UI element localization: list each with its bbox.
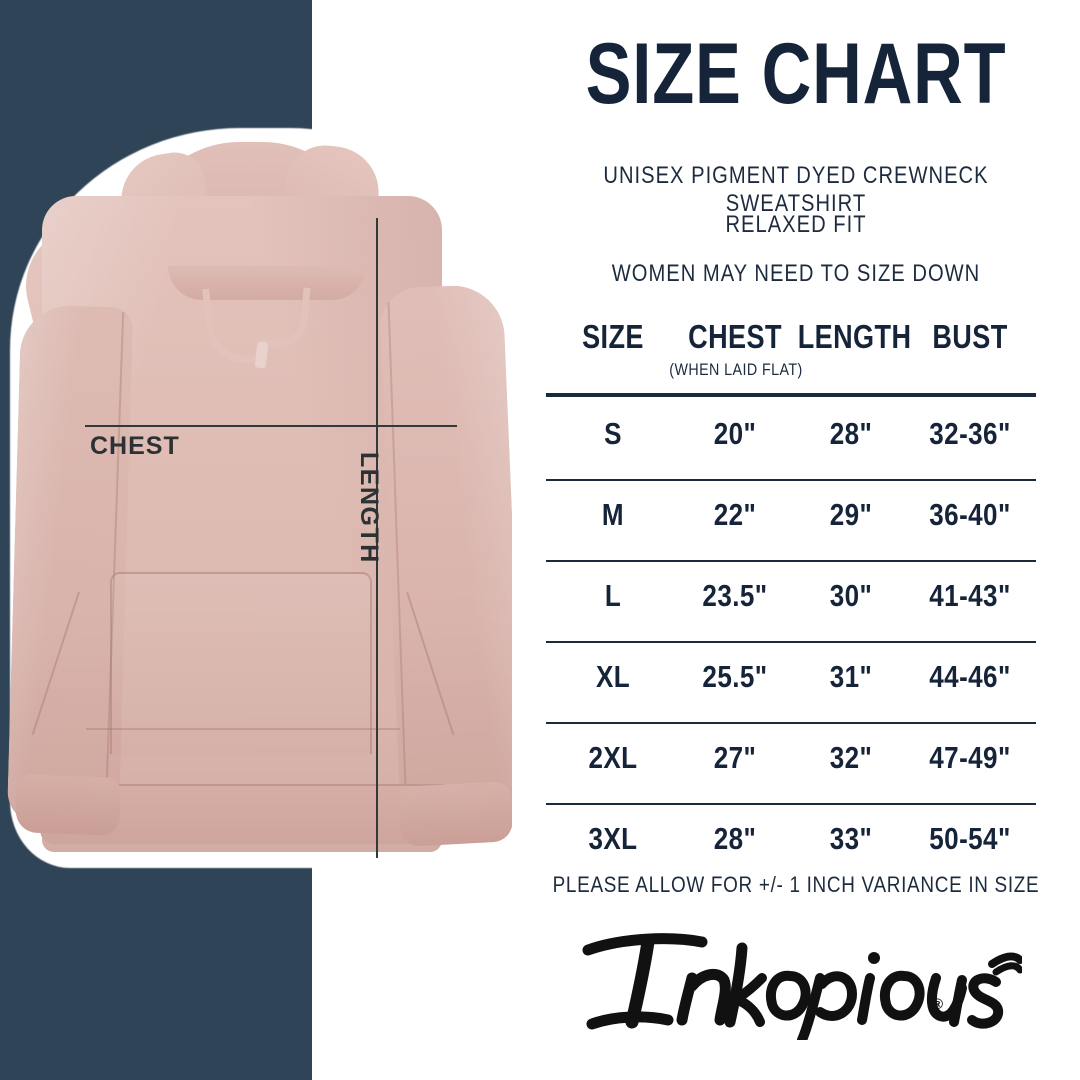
column-header-size: SIZE	[582, 318, 644, 355]
right-cuff	[398, 781, 514, 847]
cell-length: 31"	[829, 659, 873, 694]
cell-chest: 25.5"	[702, 659, 768, 694]
brand-logo: ®	[512, 920, 1080, 1050]
length-measurement-label: LENGTH	[355, 452, 383, 564]
table-row: 3XL 28" 33" 50-54"	[528, 805, 1040, 884]
cell-length: 29"	[829, 497, 873, 532]
column-header-length: LENGTH	[797, 318, 912, 355]
cell-bust: 44-46"	[929, 659, 1011, 694]
cell-length: 30"	[829, 578, 873, 613]
cell-length: 32"	[829, 740, 873, 775]
cell-chest: 27"	[713, 740, 757, 775]
table-row: M 22" 29" 36-40"	[528, 481, 1040, 560]
cell-chest: 28"	[713, 821, 757, 856]
chest-measure-note: (WHEN LAID FLAT)	[669, 360, 803, 379]
chest-measurement-label: CHEST	[90, 432, 180, 460]
pocket-bottom-seam	[86, 728, 400, 762]
cell-length: 33"	[829, 821, 873, 856]
table-row-rule	[546, 479, 1036, 481]
cell-bust: 32-36"	[929, 416, 1011, 451]
table-row-rule	[546, 641, 1036, 643]
table-row-rule	[546, 803, 1036, 805]
cell-size: 2XL	[588, 740, 638, 775]
table-header-row: SIZE CHEST LENGTH BUST (WHEN LAID FLAT)	[528, 318, 1040, 390]
subtitle-product: UNISEX PIGMENT DYED CREWNECK SWEATSHIRT	[603, 162, 989, 217]
cell-bust: 50-54"	[929, 821, 1011, 856]
variance-disclaimer: PLEASE ALLOW FOR +/- 1 INCH VARIANCE IN …	[552, 872, 1040, 897]
right-sleeve	[378, 283, 520, 839]
table-row: L 23.5" 30" 41-43"	[528, 562, 1040, 641]
info-panel: SIZE CHART UNISEX PIGMENT DYED CREWNECK …	[512, 0, 1080, 1080]
product-photo-panel: CHEST LENGTH	[0, 0, 520, 1080]
kangaroo-pocket	[110, 572, 372, 754]
cell-chest: 23.5"	[702, 578, 768, 613]
page-title: SIZE CHART	[585, 26, 1007, 122]
subtitle-fit: RELAXED FIT	[725, 211, 867, 238]
cell-size: 3XL	[588, 821, 638, 856]
neck-band	[168, 266, 366, 300]
table-row-rule	[546, 722, 1036, 724]
chest-measurement-line	[85, 425, 457, 427]
cell-chest: 22"	[713, 497, 757, 532]
table-row: XL 25.5" 31" 44-46"	[528, 643, 1040, 722]
cell-size: S	[604, 416, 622, 451]
cell-size: XL	[595, 659, 631, 694]
table-header-rule	[546, 393, 1036, 397]
cell-size: L	[604, 578, 622, 613]
cell-length: 28"	[829, 416, 873, 451]
cell-bust: 47-49"	[929, 740, 1011, 775]
cell-bust: 36-40"	[929, 497, 1011, 532]
cell-chest: 20"	[713, 416, 757, 451]
size-table: SIZE CHEST LENGTH BUST (WHEN LAID FLAT) …	[528, 318, 1040, 856]
column-header-chest: CHEST	[688, 318, 782, 355]
registered-trademark-icon: ®	[932, 996, 944, 1013]
length-measurement-line	[376, 218, 378, 858]
table-row: 2XL 27" 32" 47-49"	[528, 724, 1040, 803]
table-row: S 20" 28" 32-36"	[528, 400, 1040, 479]
subtitle-advice: WOMEN MAY NEED TO SIZE DOWN	[611, 260, 981, 287]
table-row-rule	[546, 560, 1036, 562]
column-header-bust: BUST	[932, 318, 1008, 355]
cell-size: M	[601, 497, 625, 532]
cell-bust: 41-43"	[929, 578, 1011, 613]
inkopious-script-logo	[582, 933, 1022, 1040]
hoodie-illustration	[6, 136, 520, 860]
left-cuff	[15, 774, 121, 836]
